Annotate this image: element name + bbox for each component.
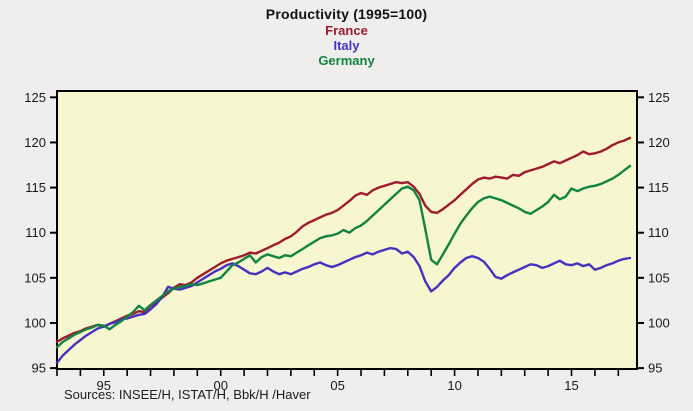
svg-text:115: 115 (648, 180, 669, 195)
legend-item-germany: Germany (318, 53, 375, 68)
svg-text:100: 100 (648, 315, 670, 330)
x-axis-ticks (56, 370, 620, 376)
x-axis-labels: 95 00 05 10 15 (97, 378, 579, 393)
svg-text:110: 110 (25, 225, 46, 240)
svg-text:95: 95 (32, 361, 46, 376)
y-axis-ticks-and-labels: 95 95 100 100 105 105 110 110 115 115 120 120 125 125 (24, 90, 669, 376)
svg-text:105: 105 (648, 270, 670, 285)
svg-text:95: 95 (97, 378, 111, 393)
svg-text:15: 15 (564, 378, 578, 393)
italy-line (55, 246, 632, 364)
svg-text:125: 125 (24, 90, 46, 105)
svg-text:105: 105 (24, 270, 46, 285)
chart-title: Productivity (1995=100) (265, 6, 428, 22)
plot-area (56, 90, 638, 370)
legend-item-italy: Italy (333, 38, 360, 53)
svg-text:120: 120 (648, 135, 670, 150)
legend-item-france: France (325, 23, 368, 38)
svg-text:00: 00 (213, 378, 227, 393)
svg-text:110: 110 (648, 225, 669, 240)
germany-line (55, 164, 632, 349)
source-note: Sources: INSEE/H, ISTAT/H, Bbk/H /Haver (64, 387, 311, 402)
svg-text:125: 125 (648, 90, 670, 105)
svg-text:10: 10 (447, 378, 461, 393)
svg-text:05: 05 (330, 378, 344, 393)
svg-text:120: 120 (24, 135, 46, 150)
svg-text:100: 100 (24, 315, 46, 330)
svg-text:95: 95 (648, 361, 662, 376)
svg-text:115: 115 (25, 180, 46, 195)
